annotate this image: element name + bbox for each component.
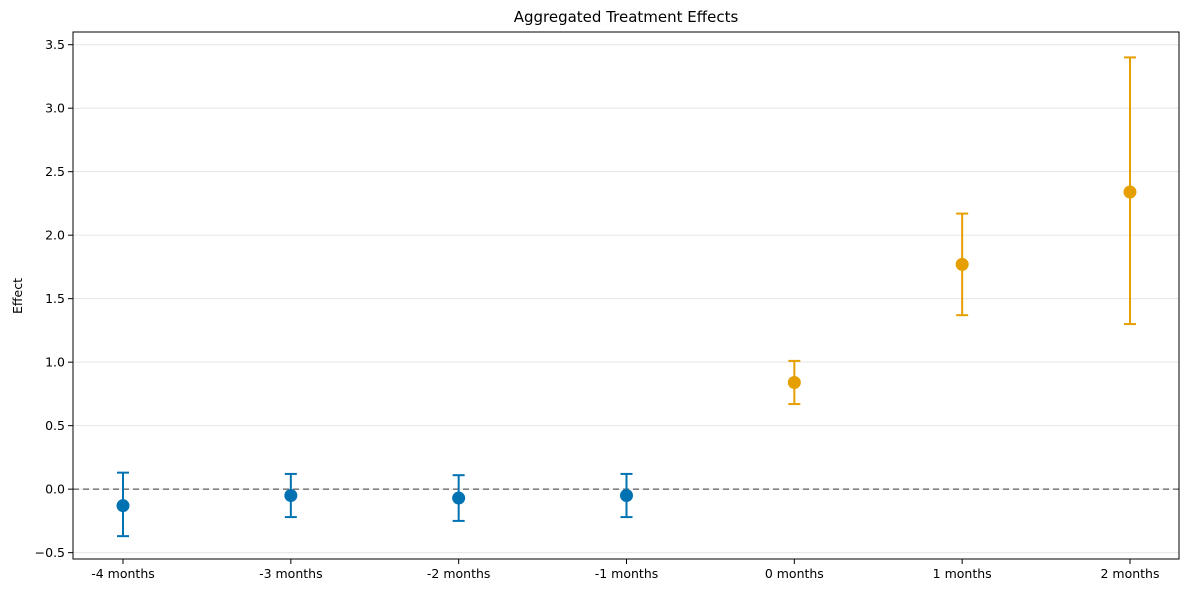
y-axis-label: Effect [10, 278, 25, 314]
y-tick-label: 3.0 [45, 101, 65, 116]
y-tick-label: 1.0 [45, 355, 65, 370]
effect-point-group [787, 359, 801, 406]
effect-point [620, 489, 633, 503]
y-tick-label: 2.5 [45, 164, 65, 179]
x-tick-label: -4 months [91, 566, 155, 581]
y-tick-label: −0.5 [35, 545, 65, 560]
y-tick-label: 2.0 [45, 228, 65, 243]
y-tick-label: 3.5 [45, 37, 65, 52]
effect-point-group [620, 472, 633, 519]
effect-point-group [1123, 56, 1137, 326]
plot-frame [72, 31, 1180, 560]
x-tick-label: 1 months [933, 566, 992, 581]
x-tick-label: 2 months [1100, 566, 1159, 581]
effect-point-group [284, 472, 298, 519]
effect-point [1123, 185, 1137, 199]
x-tick-label: -2 months [427, 566, 491, 581]
effect-point-group [452, 474, 466, 522]
y-axis: −0.5 0.0 0.5 1.0 1.5 2.0 2.5 3.0 3.5 [35, 37, 73, 560]
y-tick-label: 0.0 [45, 482, 65, 497]
effect-point [787, 375, 801, 389]
effect-point [452, 491, 466, 505]
effect-point-group [116, 471, 130, 538]
effect-point-group [955, 212, 969, 317]
x-tick-label: 0 months [765, 566, 824, 581]
x-tick-label: -3 months [259, 566, 323, 581]
x-tick-label: -1 months [595, 566, 659, 581]
effect-point [116, 499, 130, 513]
effect-point [955, 257, 969, 271]
y-tick-label: 0.5 [45, 418, 65, 433]
x-axis: -4 months -3 months -2 months -1 months 0 mo… [91, 559, 1160, 581]
y-tick-label: 1.5 [45, 291, 65, 306]
effect-point [284, 489, 298, 503]
chart-title: Aggregated Treatment Effects [514, 8, 739, 26]
effect-series [116, 56, 1137, 538]
